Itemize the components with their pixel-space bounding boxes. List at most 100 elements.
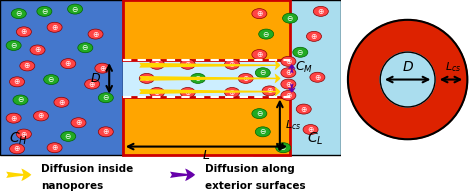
Bar (0, 0, 123, 155)
Circle shape (281, 79, 296, 89)
Text: $\oplus$: $\oplus$ (143, 74, 151, 83)
Circle shape (78, 43, 93, 53)
Circle shape (44, 74, 59, 85)
Text: $\oplus$: $\oplus$ (37, 111, 45, 120)
Circle shape (276, 143, 291, 153)
Text: $\oplus$: $\oplus$ (13, 77, 21, 86)
Text: $\ominus$: $\ominus$ (296, 48, 304, 57)
Circle shape (259, 29, 273, 39)
Text: $\ominus$: $\ominus$ (102, 93, 109, 102)
Circle shape (255, 68, 270, 78)
Text: $\oplus$: $\oplus$ (300, 105, 308, 113)
Circle shape (34, 111, 48, 121)
Circle shape (37, 6, 52, 16)
Text: $\ominus$: $\ominus$ (64, 132, 72, 141)
Circle shape (262, 86, 277, 96)
Text: $\oplus$: $\oplus$ (64, 59, 72, 68)
Circle shape (98, 93, 113, 103)
Text: $\oplus$: $\oplus$ (10, 114, 18, 123)
Text: $\oplus$: $\oplus$ (313, 73, 321, 82)
Text: $L_{cs}$: $L_{cs}$ (445, 61, 462, 74)
Text: exterior surfaces: exterior surfaces (205, 181, 305, 191)
Text: $\oplus$: $\oplus$ (20, 130, 28, 139)
Text: $\oplus$: $\oplus$ (153, 60, 161, 69)
Bar (123, 0, 290, 60)
Circle shape (6, 113, 21, 123)
Text: $\oplus$: $\oplus$ (184, 60, 191, 69)
Circle shape (252, 9, 267, 19)
Text: $C_M$: $C_M$ (295, 60, 313, 75)
Text: $\ominus$: $\ominus$ (82, 43, 89, 52)
Text: $\oplus$: $\oplus$ (266, 86, 273, 95)
Circle shape (149, 87, 164, 98)
Circle shape (61, 131, 76, 141)
Circle shape (54, 97, 69, 107)
Text: $\oplus$: $\oplus$ (99, 64, 106, 73)
Text: $\ominus$: $\ominus$ (194, 74, 202, 83)
Circle shape (61, 59, 76, 69)
Circle shape (9, 77, 25, 87)
Circle shape (6, 41, 21, 50)
Circle shape (11, 9, 26, 19)
Circle shape (149, 59, 164, 69)
Text: $\oplus$: $\oplus$ (184, 88, 191, 97)
Circle shape (283, 13, 298, 23)
Circle shape (47, 22, 62, 32)
Circle shape (380, 52, 435, 107)
Circle shape (310, 72, 325, 82)
Text: $\oplus$: $\oplus$ (153, 88, 161, 97)
Circle shape (47, 143, 62, 153)
Text: $\ominus$: $\ominus$ (71, 5, 79, 14)
Text: $\oplus$: $\oplus$ (88, 80, 96, 89)
Circle shape (225, 59, 239, 69)
Circle shape (180, 87, 195, 98)
Text: $\oplus$: $\oplus$ (51, 23, 58, 32)
Circle shape (85, 79, 100, 89)
Circle shape (191, 73, 205, 83)
Text: $\oplus$: $\oplus$ (102, 127, 109, 136)
Text: $\oplus$: $\oplus$ (255, 50, 263, 59)
Circle shape (252, 109, 267, 119)
Circle shape (238, 73, 253, 83)
Bar (123, 60, 290, 97)
Text: $\ominus$: $\ominus$ (286, 14, 294, 23)
Circle shape (252, 49, 267, 60)
Text: $\oplus$: $\oplus$ (13, 144, 21, 153)
Text: $\ominus$: $\ominus$ (10, 41, 18, 50)
Text: Diffusion inside: Diffusion inside (41, 164, 133, 174)
Text: $\oplus$: $\oplus$ (317, 7, 325, 16)
Circle shape (20, 61, 35, 71)
Text: Diffusion along: Diffusion along (205, 164, 294, 174)
Bar (123, 97, 290, 155)
Text: $\oplus$: $\oplus$ (20, 27, 28, 36)
Text: $\oplus$: $\oplus$ (284, 68, 292, 77)
Text: $\ominus$: $\ominus$ (17, 95, 24, 105)
Text: $\oplus$: $\oplus$ (34, 46, 41, 55)
Text: $\oplus$: $\oplus$ (23, 61, 31, 70)
Circle shape (180, 59, 195, 69)
Circle shape (71, 118, 86, 128)
Circle shape (303, 125, 318, 134)
Text: $C_H$: $C_H$ (9, 130, 27, 147)
Circle shape (139, 73, 154, 83)
Circle shape (30, 45, 45, 55)
Text: $\ominus$: $\ominus$ (47, 75, 55, 84)
Text: $\oplus$: $\oplus$ (242, 74, 250, 83)
Text: $\oplus$: $\oplus$ (91, 30, 100, 39)
Text: $L$: $L$ (202, 149, 210, 162)
Text: $\ominus$: $\ominus$ (15, 9, 23, 18)
Circle shape (88, 29, 103, 39)
Circle shape (281, 90, 296, 100)
Text: nanopores: nanopores (41, 181, 103, 191)
Text: $L_{cs}$: $L_{cs}$ (285, 119, 301, 133)
Bar (253, 0, 341, 155)
Circle shape (296, 104, 311, 114)
Text: $\oplus$: $\oplus$ (51, 143, 58, 152)
Text: $\oplus$: $\oplus$ (228, 88, 236, 97)
Circle shape (9, 144, 25, 154)
Circle shape (348, 20, 467, 139)
Circle shape (281, 68, 296, 78)
Text: $\ominus$: $\ominus$ (279, 143, 287, 152)
Circle shape (281, 56, 296, 66)
Circle shape (307, 31, 321, 41)
